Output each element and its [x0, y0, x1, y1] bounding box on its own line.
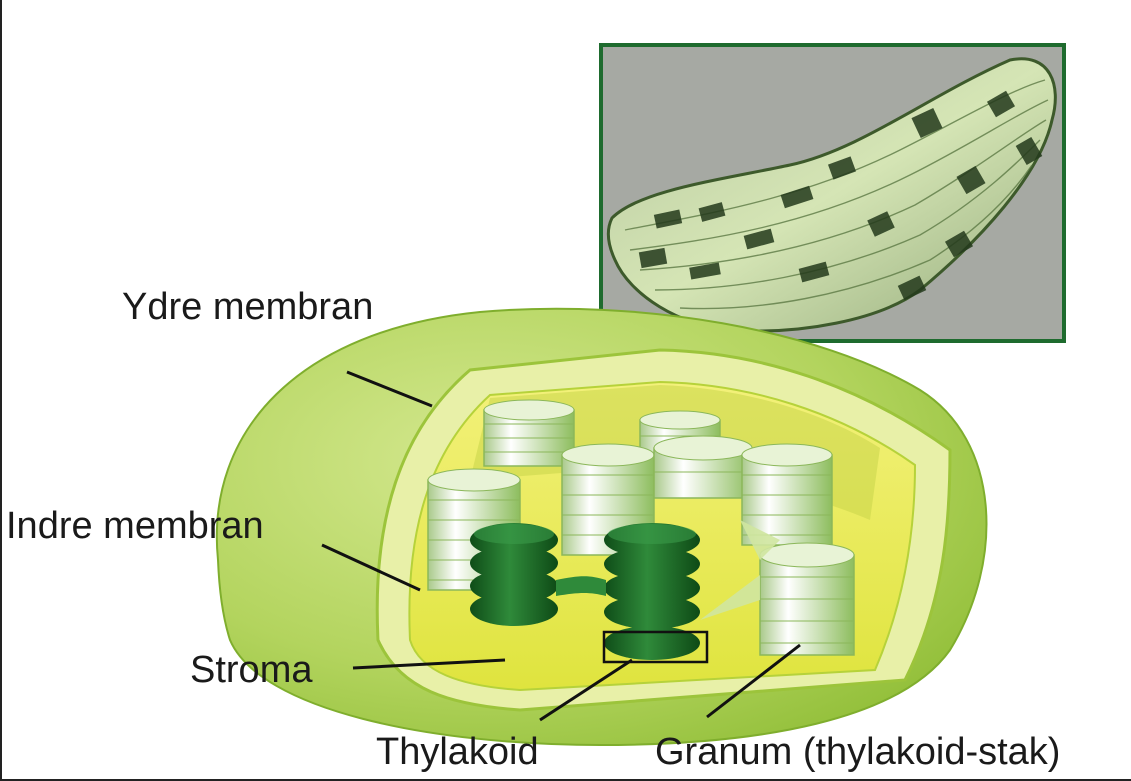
label-stroma: Stroma	[190, 649, 313, 691]
leader-thylakoid	[539, 658, 633, 722]
granum-center	[653, 435, 753, 499]
leader-stroma	[352, 658, 506, 670]
leader-outer-membrane	[346, 370, 433, 408]
micrograph-lamellae	[624, 79, 1049, 310]
leader-lines	[321, 370, 801, 722]
dark-grana	[470, 523, 709, 664]
label-outer-membrane: Ydre membran	[122, 286, 374, 328]
granum-right-front	[759, 542, 855, 656]
micrograph-grana	[638, 90, 1043, 301]
leader-granum	[706, 643, 801, 719]
label-granum: Granum (thylakoid-stak)	[655, 731, 1061, 773]
granum-dark-right	[604, 523, 700, 660]
label-inner-membrane: Indre membran	[6, 505, 264, 547]
micrograph-inset	[599, 43, 1066, 343]
thylakoid-highlight-box	[602, 630, 709, 664]
leader-inner-membrane	[321, 543, 421, 592]
granum-dark-left	[470, 523, 558, 626]
label-thylakoid: Thylakoid	[376, 731, 539, 773]
granum-back-1	[483, 399, 575, 467]
